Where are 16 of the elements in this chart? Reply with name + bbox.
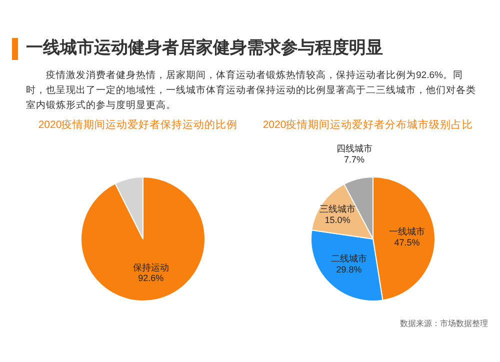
- data-label: 7.7%: [344, 154, 365, 164]
- slice-label: 二线城市: [331, 253, 368, 264]
- data-label: 92.6%: [138, 273, 164, 284]
- chart-title: 2020疫情期间运动爱好者分布城市级别占比: [262, 118, 474, 132]
- data-label: 15.0%: [324, 214, 350, 225]
- slice-label: 四线城市: [336, 143, 372, 154]
- chart-title: 2020疫情期间运动爱好者保持运动的比例: [37, 118, 239, 132]
- text: 一线城市运动健身者居家健身需求参与程度明显: [26, 37, 383, 59]
- text: 疫情激发消费者健身热情，居家期间，体育运动者锻炼热情较高，保持运动者比例为92.6%。同时，也呈现出了一定的地域性，一线城市体育运动者保持运动的比例显著高于二三线城市，他们对各类室内锻炼形式的参与度明显更高。: [26, 68, 476, 113]
- pie-slice: [80, 176, 206, 302]
- data-label: 47.5%: [394, 237, 420, 248]
- source-note: 数据来源：市场数据整理: [400, 318, 488, 329]
- slice-label: 三线城市: [320, 204, 356, 214]
- slice-label: 一线城市: [388, 226, 425, 237]
- data-label: 29.8%: [336, 264, 362, 274]
- slice-label: 保持运动: [132, 262, 169, 272]
